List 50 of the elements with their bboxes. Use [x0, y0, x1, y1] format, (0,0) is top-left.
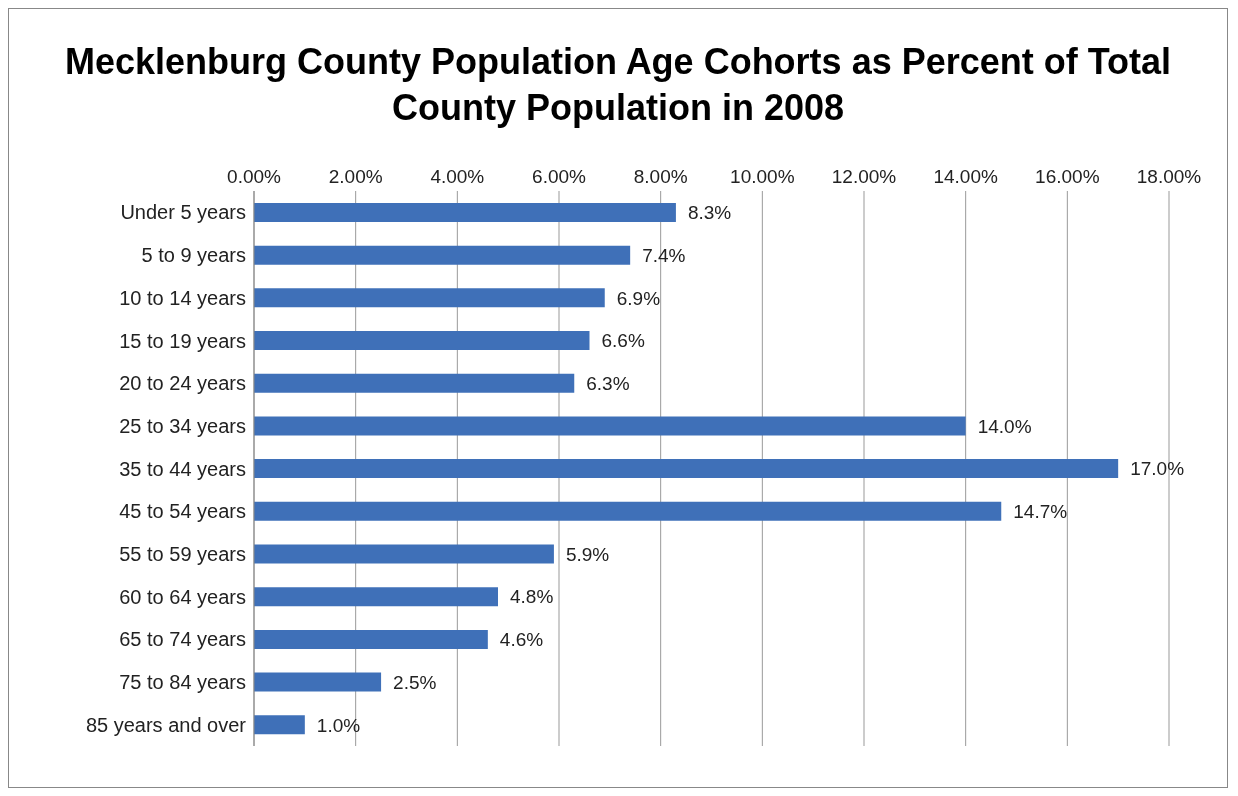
chart-title: Mecklenburg County Population Age Cohorts as Percent of Total County Population in 2008	[63, 40, 1173, 130]
data-label: 14.0%	[977, 415, 1032, 437]
data-label: 4.6%	[499, 629, 544, 651]
bar	[254, 544, 554, 564]
y-tick-label: 60 to 64 years	[119, 585, 246, 608]
data-label: 4.8%	[510, 586, 554, 608]
y-tick-label: 75 to 84 years	[119, 671, 246, 694]
y-tick-label: 25 to 34 years	[119, 414, 246, 437]
y-tick-label: 15 to 19 years	[119, 329, 246, 352]
bar	[254, 331, 590, 351]
bar	[254, 416, 966, 436]
x-tick-label: 2.00%	[328, 166, 383, 187]
y-tick-label: 55 to 59 years	[119, 542, 246, 565]
x-tick-label: 14.00%	[933, 166, 998, 187]
y-tick-label: 65 to 74 years	[119, 628, 246, 651]
data-label: 1.0%	[316, 714, 361, 736]
x-tick-label: 10.00%	[730, 166, 795, 187]
x-tick-label: 12.00%	[831, 166, 897, 187]
bar	[254, 629, 488, 649]
bar	[254, 501, 1002, 521]
data-label: 5.9%	[565, 543, 610, 565]
data-label: 14.7%	[1013, 501, 1068, 523]
y-tick-label: 20 to 24 years	[119, 372, 246, 395]
y-tick-label: 10 to 14 years	[119, 286, 246, 309]
y-tick-label: 5 to 9 years	[141, 244, 246, 267]
x-tick-label: 8.00%	[633, 166, 688, 187]
bar	[254, 245, 631, 265]
bar	[254, 202, 676, 222]
data-label: 8.3%	[687, 202, 732, 224]
y-tick-label: Under 5 years	[120, 201, 246, 224]
data-label: 2.5%	[393, 671, 437, 693]
bar	[254, 373, 575, 393]
x-tick-label: 18.00%	[1136, 166, 1202, 187]
data-label: 6.9%	[616, 287, 661, 309]
x-tick-label: 6.00%	[532, 166, 587, 187]
data-label: 6.6%	[601, 330, 645, 352]
bar	[254, 587, 498, 607]
bar	[254, 288, 605, 308]
y-tick-label: 85 years and over	[85, 713, 247, 736]
y-tick-label: 35 to 44 years	[119, 457, 246, 480]
y-tick-label: 45 to 54 years	[119, 500, 246, 523]
bar	[254, 715, 305, 735]
data-label: 17.0%	[1130, 458, 1185, 480]
x-tick-label: 16.00%	[1035, 166, 1100, 187]
bar	[254, 459, 1119, 479]
bar	[254, 672, 382, 692]
data-label: 7.4%	[642, 244, 686, 266]
x-tick-label: 4.00%	[430, 166, 485, 187]
data-label: 6.3%	[586, 372, 630, 394]
x-tick-label: 0.00%	[227, 166, 282, 187]
